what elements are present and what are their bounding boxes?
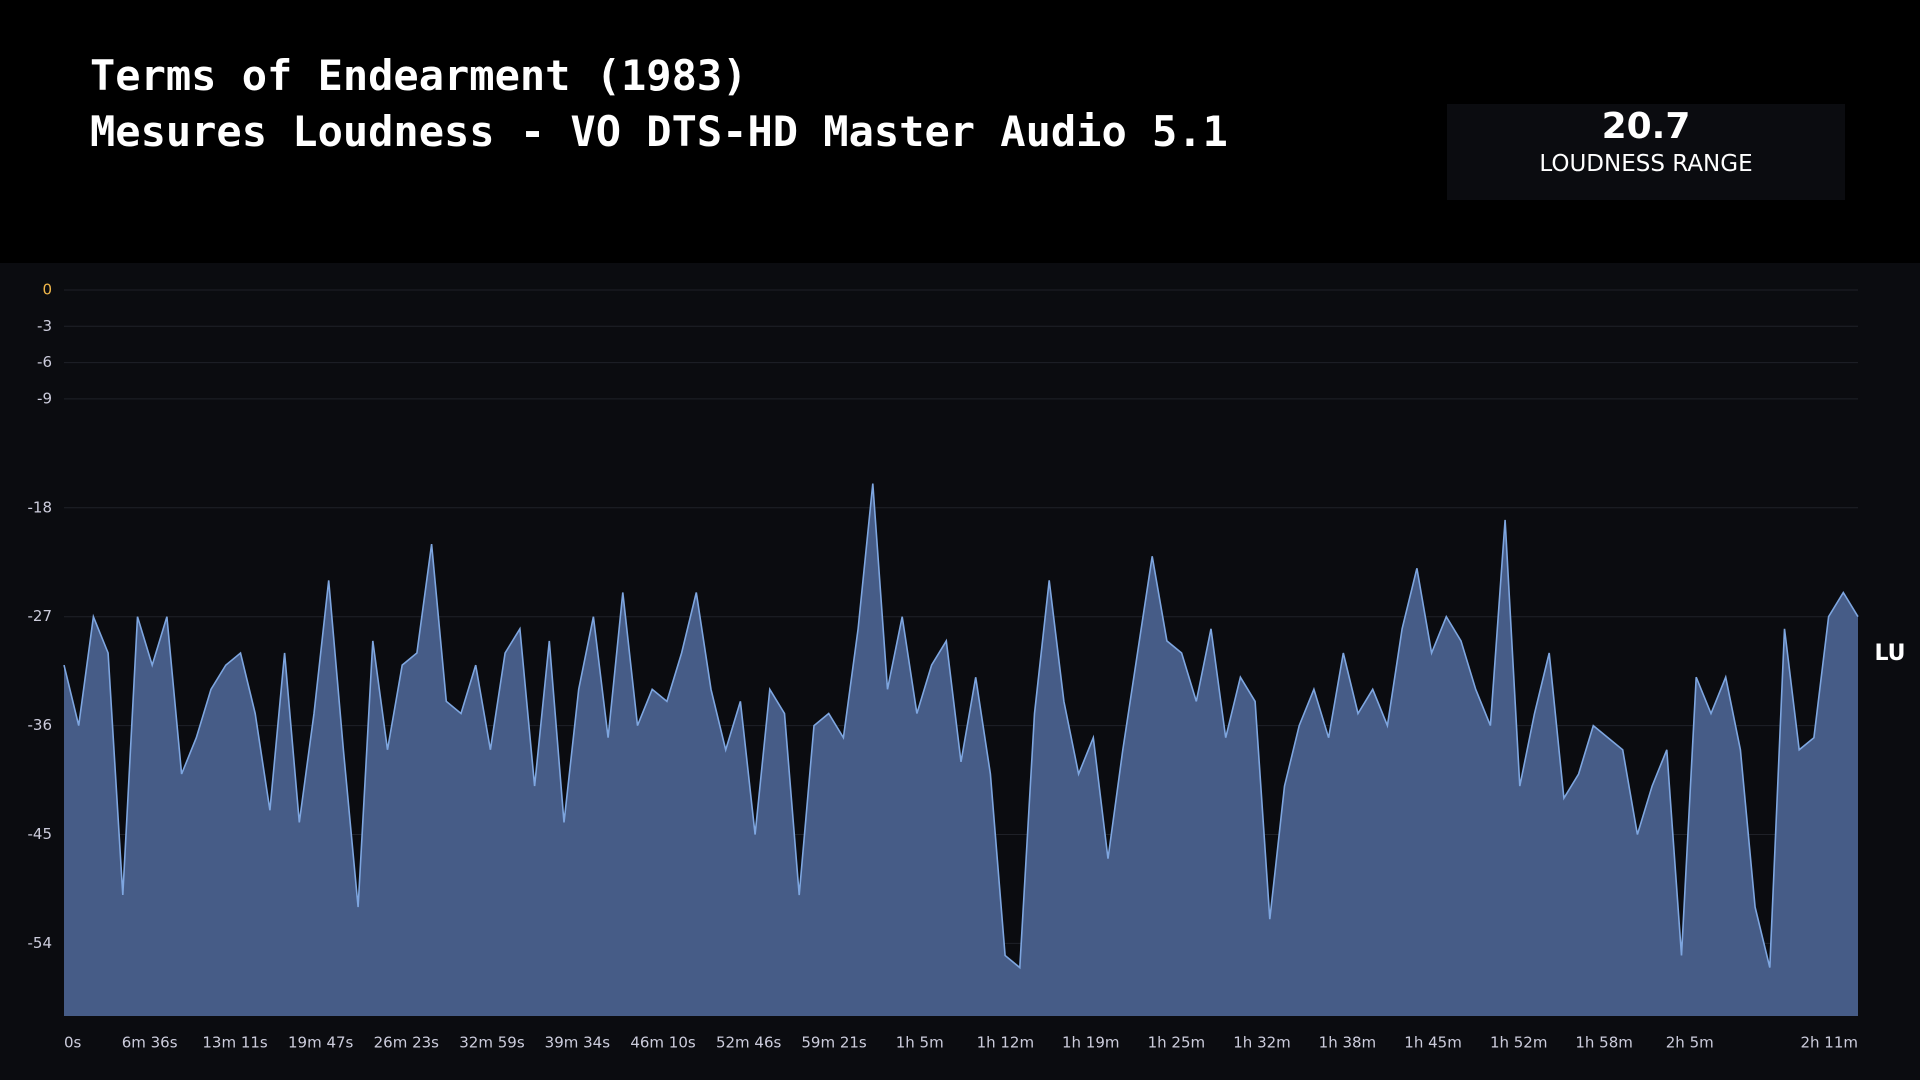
x-tick-label: 19m 47s: [288, 1034, 354, 1052]
y-tick-label: -36: [28, 716, 53, 734]
x-tick-label: 6m 36s: [122, 1034, 178, 1052]
y-tick-label: -18: [28, 498, 53, 516]
y-tick-label: 0: [42, 281, 52, 299]
x-tick-label: 1h 19m: [1062, 1034, 1120, 1052]
y-tick-label: -3: [37, 317, 52, 335]
x-tick-label: 13m 11s: [202, 1034, 268, 1052]
x-tick-label: 2h 11m: [1800, 1034, 1858, 1052]
y-tick-label: -27: [28, 607, 53, 625]
y-tick-label: -54: [28, 934, 53, 952]
x-tick-label: 26m 23s: [374, 1034, 440, 1052]
x-tick-label: 1h 52m: [1490, 1034, 1548, 1052]
x-tick-label: 32m 59s: [459, 1034, 525, 1052]
header: Terms of Endearment (1983) Mesures Loudn…: [90, 48, 1228, 160]
x-tick-label: 1h 12m: [977, 1034, 1035, 1052]
x-tick-label: 1h 25m: [1148, 1034, 1206, 1052]
x-tick-label: 46m 10s: [630, 1034, 696, 1052]
x-tick-label: 2h 5m: [1666, 1034, 1714, 1052]
x-tick-label: 52m 46s: [716, 1034, 782, 1052]
x-tick-label: 1h 5m: [896, 1034, 944, 1052]
stat-panel: 20.7 LOUDNESS RANGE: [1447, 104, 1845, 200]
x-tick-label: 1h 32m: [1233, 1034, 1291, 1052]
y-tick-label: -6: [37, 353, 52, 371]
x-tick-label: 1h 58m: [1575, 1034, 1633, 1052]
stat-label: LOUDNESS RANGE: [1539, 151, 1753, 177]
chart-subtitle: Mesures Loudness - VO DTS-HD Master Audi…: [90, 107, 1228, 156]
x-tick-label: 1h 38m: [1319, 1034, 1377, 1052]
stat-value: 20.7: [1601, 106, 1691, 147]
x-tick-label: 0s: [64, 1034, 82, 1052]
line: [63, 483, 1859, 970]
area-fill: [64, 483, 1858, 1017]
y-axis-label: LU: [1874, 641, 1905, 666]
chart: LU -54 -45 -36 -27 -18 -9 -6 -3 0 0s 6m 36s 13m 11s…: [0, 263, 1920, 1080]
x-tick-label: 59m 21s: [801, 1034, 867, 1052]
y-tick-label: -9: [37, 389, 52, 407]
x-tick-label: 1h 45m: [1404, 1034, 1462, 1052]
y-tick-label: -45: [28, 825, 53, 843]
chart-title: Terms of Endearment (1983): [90, 51, 748, 100]
x-tick-label: 39m 34s: [545, 1034, 611, 1052]
